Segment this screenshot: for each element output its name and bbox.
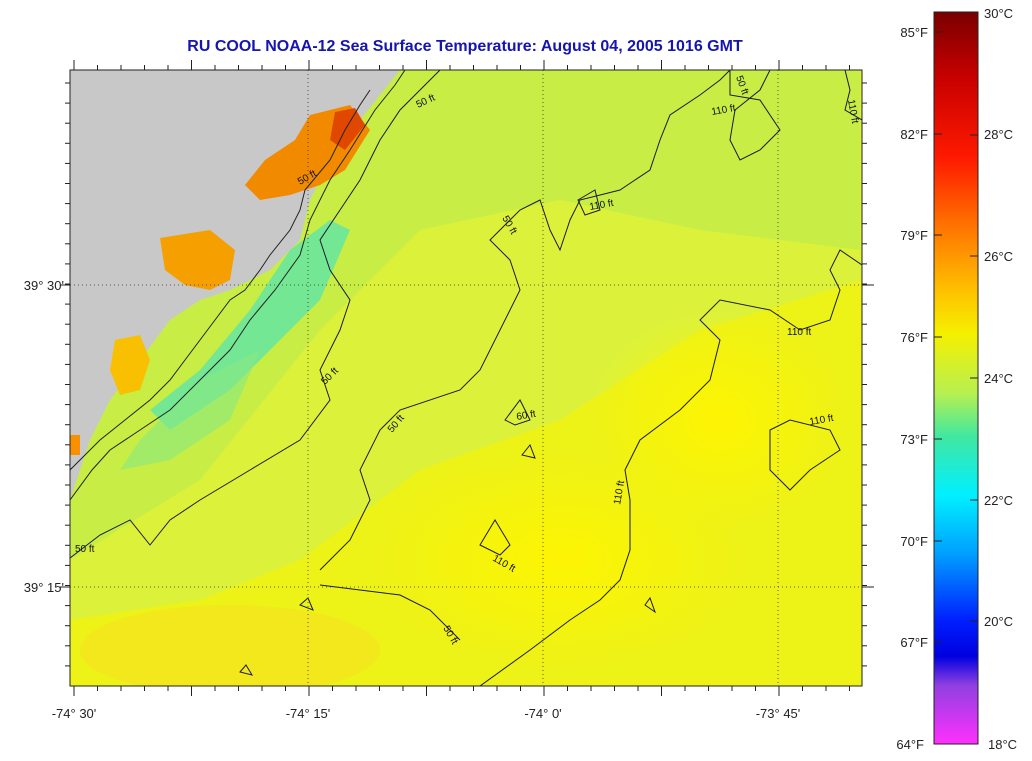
lon-label: -73° 45' — [756, 706, 801, 721]
map-ticks — [60, 60, 874, 696]
colorbar-c-label: 30°C — [984, 6, 1013, 21]
colorbar-c-label: 26°C — [984, 249, 1013, 264]
contour-label: 110 ft — [612, 479, 627, 505]
colorbar-f-label: 64°F — [896, 737, 924, 752]
coastline — [70, 70, 406, 501]
colorbar-c-label: 28°C — [984, 127, 1013, 142]
colorbar-f-label: 67°F — [900, 635, 928, 650]
colorbar-f-label: 73°F — [900, 432, 928, 447]
contour-110ft-east-loop — [769, 419, 841, 491]
contour-110ft-north-loop — [577, 189, 601, 216]
map-frame — [69, 69, 863, 687]
lat-label: 39° 15' — [24, 580, 64, 595]
colorbar-f-label: 70°F — [900, 534, 928, 549]
colorbar-f-label: 85°F — [900, 25, 928, 40]
contour-small-triangle-3 — [644, 596, 656, 614]
barrier-island-line — [70, 89, 371, 471]
sst-nearshore-cool — [150, 220, 350, 430]
contour-110ft-north — [729, 70, 781, 161]
colorbar-f-label: 82°F — [900, 127, 928, 142]
contour-50ft-middle — [319, 70, 731, 571]
contour-110ft-small-loop — [479, 519, 511, 556]
graticule — [70, 70, 862, 686]
colorbar-c-label: 20°C — [984, 614, 1013, 629]
lat-label: 39° 30' — [24, 278, 64, 293]
contour-60ft-loop — [504, 399, 531, 426]
bay-warm-edge — [70, 435, 80, 455]
colorbar-c-label: 18°C — [988, 737, 1017, 752]
bay-warm-south — [110, 335, 150, 395]
contour-50ft-south — [319, 584, 461, 641]
contour-label: 110 ft — [711, 103, 737, 118]
contour-label: 60 ft — [516, 409, 537, 423]
colorbar-ticks — [934, 31, 978, 643]
contour-50ft-inner — [70, 70, 441, 559]
colorbar-c-label: 22°C — [984, 493, 1013, 508]
colorbar-c-label: 24°C — [984, 371, 1013, 386]
contour-110ft-ne — [844, 70, 862, 121]
contour-110ft — [479, 249, 862, 686]
colorbar-f-label: 79°F — [900, 228, 928, 243]
contour-label: 110 ft — [809, 413, 835, 428]
sst-nearshore-cool-2 — [120, 350, 260, 470]
sst-warm-core-east — [590, 310, 850, 530]
sst-warm-south — [80, 605, 380, 686]
lon-label: -74° 15' — [286, 706, 331, 721]
contour-small-triangle-4 — [239, 664, 254, 676]
contour-label: 50 ft — [75, 544, 95, 555]
contour-label: 110 ft — [787, 327, 811, 338]
contour-label: 110 ft — [845, 99, 860, 125]
bay-warm-mid — [160, 230, 235, 290]
contour-small-triangle-2 — [299, 597, 314, 611]
lon-label: -74° 0' — [524, 706, 561, 721]
contour-label: 110 ft — [589, 198, 615, 213]
map-title: RU COOL NOAA-12 Sea Surface Temperature:… — [187, 38, 743, 55]
contour-small-triangle-1 — [521, 444, 536, 459]
colorbar-f-label: 76°F — [900, 330, 928, 345]
bay-hot-spot — [330, 108, 365, 150]
lon-label: -74° 30' — [52, 706, 97, 721]
